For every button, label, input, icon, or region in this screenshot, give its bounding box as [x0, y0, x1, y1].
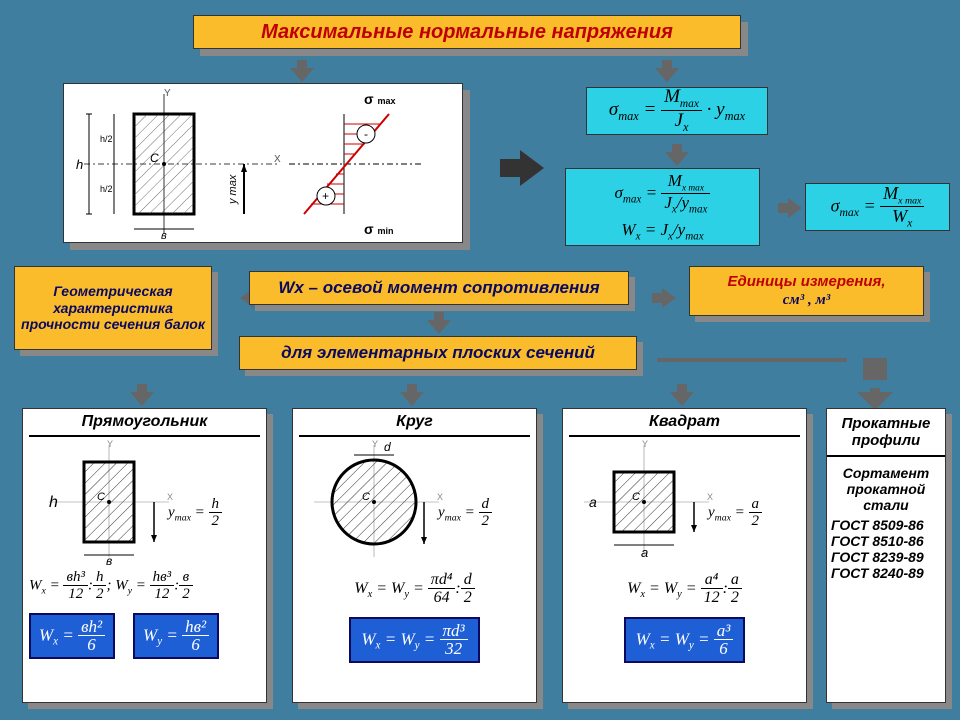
arrow-icon [670, 392, 694, 406]
arrow-icon [427, 320, 451, 334]
svg-text:X: X [274, 154, 281, 165]
arrow-icon [662, 288, 676, 308]
geom-text: Геометрическая характеристика прочности … [15, 283, 211, 333]
arrow-icon [788, 198, 802, 218]
svg-text:h: h [76, 157, 83, 172]
svg-text:в: в [106, 554, 112, 567]
arrow-icon [290, 68, 314, 82]
gost-1: ГОСТ 8509-86 [827, 517, 945, 533]
diagram-svg: Y X C h h/2 h/2 в y max - + σ max σ min [64, 84, 464, 244]
units-value: см³ , м³ [783, 291, 830, 309]
wx-definition-box: Wx – осевой момент сопротивления [249, 271, 629, 305]
svg-text:a: a [641, 545, 648, 560]
circ-figure: YX C d [299, 437, 531, 567]
units-box: Единицы измерения, см³ , м³ [689, 266, 924, 316]
svg-text:C: C [150, 151, 159, 165]
units-label: Единицы измерения, [727, 273, 885, 291]
title-text: Максимальные нормальные напряжения [261, 21, 673, 44]
svg-text:h/2: h/2 [100, 184, 113, 194]
circ-title: Круг [299, 409, 530, 437]
rect-wy-result: Wy = hв²6 [133, 613, 219, 660]
elem-text: для элементарных плоских сечений [281, 343, 595, 363]
svg-text:C: C [632, 491, 640, 503]
formula-sigma-3: σmax = Mx maxWx [805, 183, 950, 231]
sq-result: Wx = Wy = a³6 [624, 617, 746, 664]
svg-text:σ max: σ max [364, 91, 395, 107]
arrow-icon [520, 150, 544, 186]
svg-text:h: h [49, 494, 58, 511]
wx-text: Wx – осевой момент сопротивления [278, 278, 599, 298]
arrow-icon [130, 392, 154, 406]
rectangle-panel: Прямоугольник YX C h в ymax = h2 Wx = вh… [22, 408, 267, 703]
main-title: Максимальные нормальные напряжения [193, 15, 741, 49]
svg-text:Y: Y [372, 439, 378, 449]
sq-figure: YX C a a [569, 437, 801, 567]
arrow-icon [655, 68, 679, 82]
circ-result: Wx = Wy = πd³32 [349, 617, 479, 664]
svg-text:C: C [97, 491, 105, 503]
arrow-icon [400, 392, 424, 406]
arrow-stem [863, 358, 887, 380]
svg-text:+: + [322, 189, 329, 203]
gost-2: ГОСТ 8510-86 [827, 533, 945, 549]
svg-text:C: C [362, 491, 370, 503]
rect-figure: YX C h в [29, 437, 261, 567]
geom-characteristic-box: Геометрическая характеристика прочности … [14, 266, 212, 350]
gost-4: ГОСТ 8240-89 [827, 565, 945, 581]
circle-panel: Круг YX C d ymax = d2 Wx = Wy = πd⁴64:d2… [292, 408, 537, 703]
svg-text:в: в [161, 230, 167, 242]
rect-wx-result: Wx = вh²6 [29, 613, 115, 660]
svg-text:Y: Y [164, 88, 171, 99]
svg-text:σ min: σ min [364, 221, 393, 237]
formula-sigma-1: σmax = MmaxJx · ymax [586, 87, 768, 135]
svg-text:-: - [364, 127, 368, 141]
svg-text:y max: y max [227, 174, 239, 205]
rolled-title: Прокатные профили [827, 409, 945, 457]
rect-title: Прямоугольник [29, 409, 260, 437]
elementary-sections-box: для элементарных плоских сечений [239, 336, 637, 370]
rolled-panel: Прокатные профили Сортамент прокатной ст… [826, 408, 946, 703]
square-panel: Квадрат YX C a a ymax = a2 Wx = Wy = a⁴1… [562, 408, 807, 703]
formula-sigma-2: σmax = Mx maxJx/ymax Wx = Jx/ymax [565, 168, 760, 246]
arrow-icon [657, 358, 847, 362]
beam-diagram: Y X C h h/2 h/2 в y max - + σ max σ min [63, 83, 463, 243]
sortament-text: Сортамент прокатной стали [827, 457, 945, 517]
gost-3: ГОСТ 8239-89 [827, 549, 945, 565]
sq-title: Квадрат [569, 409, 800, 437]
svg-text:Y: Y [107, 439, 113, 449]
svg-text:Y: Y [642, 439, 648, 449]
arrow-icon [665, 152, 689, 166]
svg-text:d: d [384, 440, 391, 454]
svg-text:h/2: h/2 [100, 134, 113, 144]
svg-text:a: a [589, 494, 597, 510]
